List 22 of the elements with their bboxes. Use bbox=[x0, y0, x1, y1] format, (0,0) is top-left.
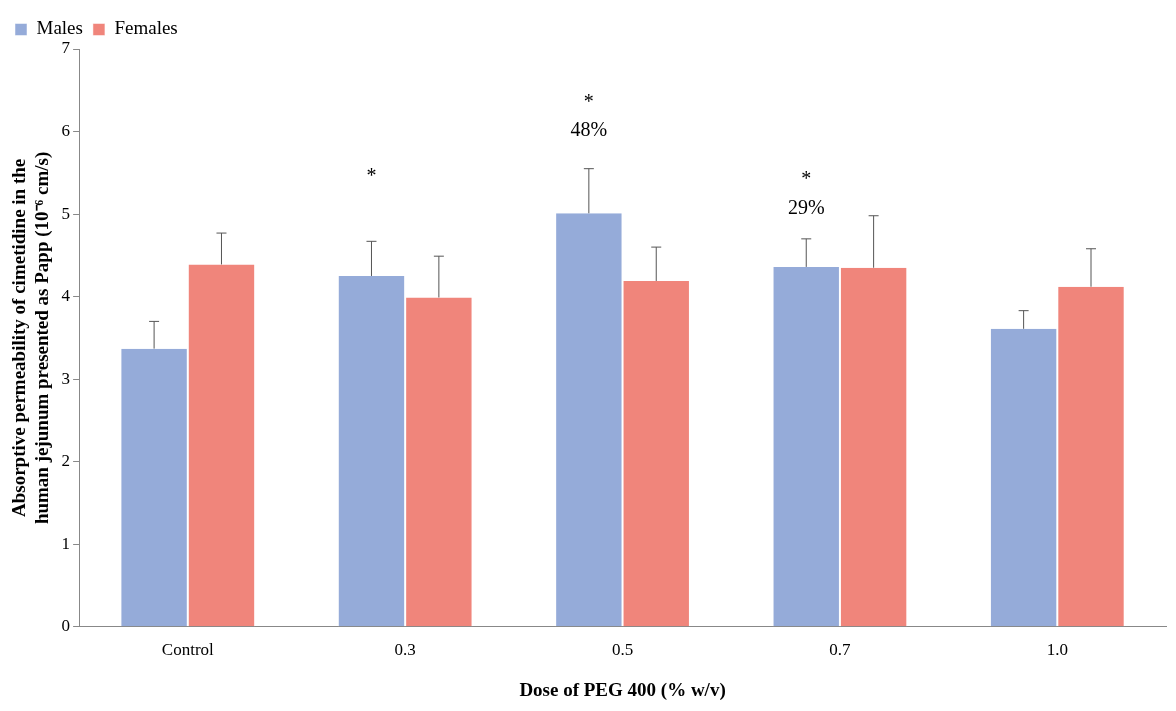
y-axis-title: Absorptive permeability of cimetidine in the human jejunum presented as Papp (10⁻⁶ cm/s) bbox=[8, 151, 54, 525]
legend-label: Females bbox=[114, 17, 178, 39]
x-tick-label: 0.7 bbox=[829, 640, 852, 660]
x-tick-label: Control bbox=[161, 640, 215, 660]
x-axis-title: Dose of PEG 400 (% w/v) bbox=[519, 678, 726, 701]
annotation: 48% bbox=[570, 118, 608, 141]
y-tick-label: 5 bbox=[61, 203, 71, 223]
x-tick-label: 0.5 bbox=[611, 640, 634, 660]
annotation: 29% bbox=[787, 196, 825, 219]
legend-label: Males bbox=[36, 17, 83, 39]
y-tick-label: 6 bbox=[61, 121, 71, 141]
y-tick-label: 0 bbox=[61, 616, 71, 636]
x-tick-label: 0.3 bbox=[394, 640, 416, 660]
y-tick-label: 1 bbox=[61, 533, 71, 553]
annotation: * bbox=[366, 164, 377, 187]
annotation: * bbox=[801, 167, 812, 190]
y-tick-label: 2 bbox=[61, 451, 71, 471]
y-tick-label: 7 bbox=[61, 38, 71, 58]
y-tick-label: 3 bbox=[61, 368, 71, 388]
x-tick-label: 1.0 bbox=[1046, 640, 1068, 660]
y-tick-label: 4 bbox=[61, 286, 71, 306]
annotation: * bbox=[583, 90, 594, 113]
